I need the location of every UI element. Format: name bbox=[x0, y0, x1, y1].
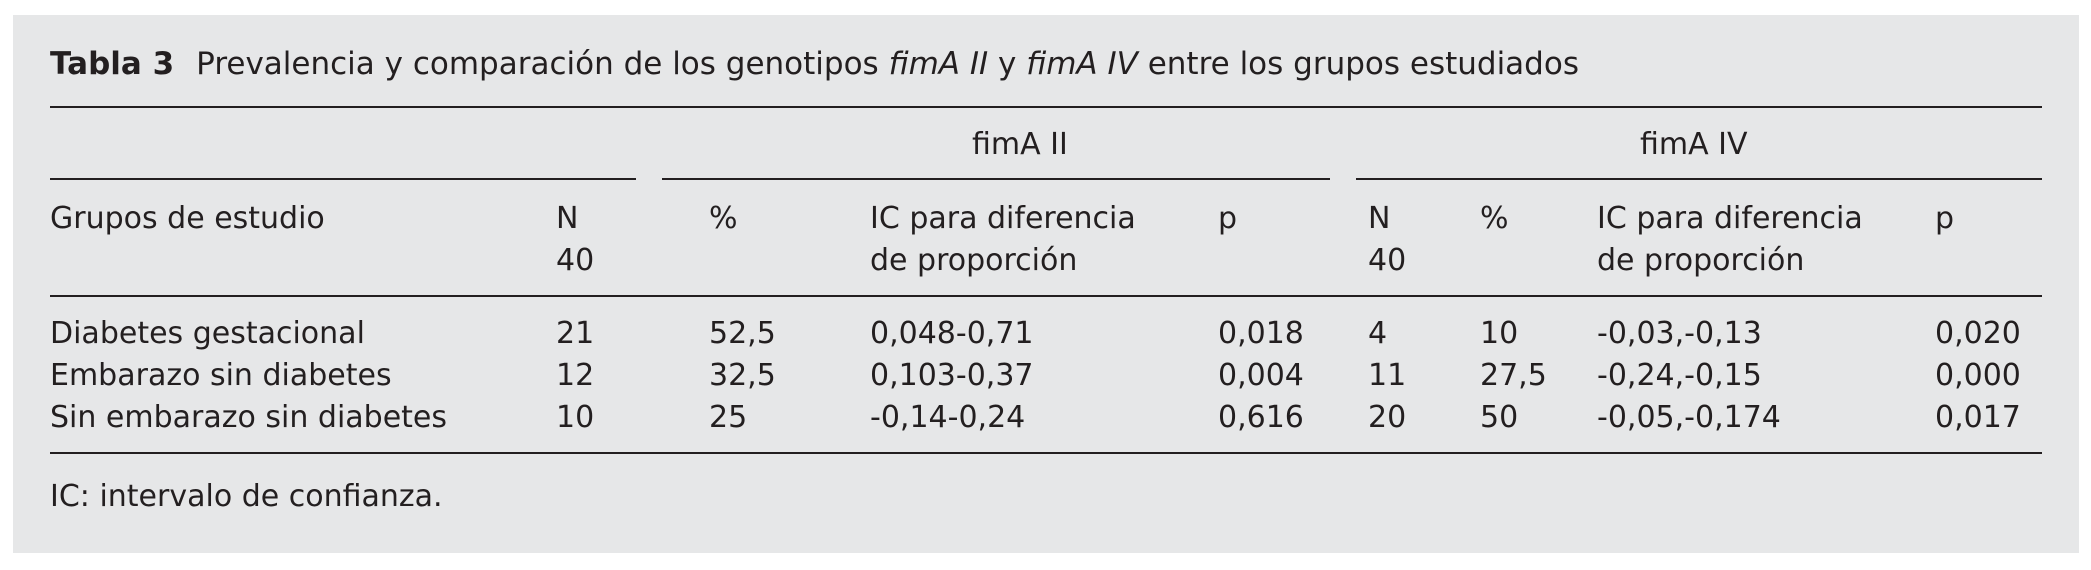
table-cell: 32,5 bbox=[709, 358, 776, 393]
col-header-group: Grupos de estudio bbox=[50, 201, 325, 236]
group-header-fima-iv: fimA IV bbox=[1640, 127, 1748, 162]
table-cell: 0,048-0,71 bbox=[870, 316, 1034, 351]
table-cell: 10 bbox=[556, 400, 595, 435]
table-cell: 52,5 bbox=[709, 316, 776, 351]
table-cell: 20 bbox=[1368, 400, 1407, 435]
table-cell: Embarazo sin diabetes bbox=[50, 358, 392, 393]
table-cell: Sin embarazo sin diabetes bbox=[50, 400, 448, 435]
col-header-ic-line2: de proporción bbox=[870, 243, 1078, 278]
table-cell: Diabetes gestacional bbox=[50, 316, 365, 351]
table-footnote: IC: intervalo de confianza. bbox=[50, 479, 443, 514]
table-cell: 50 bbox=[1480, 400, 1519, 435]
table-cell: 10 bbox=[1480, 316, 1519, 351]
table-cell: -0,14-0,24 bbox=[870, 400, 1026, 435]
table-cell: 0,000 bbox=[1935, 358, 2021, 393]
table-cell: 0,018 bbox=[1218, 316, 1304, 351]
col-header-pct: % bbox=[709, 201, 738, 236]
col-header-n-count: 40 bbox=[556, 243, 595, 278]
caption-part: Prevalencia y comparación de los genotip… bbox=[196, 46, 889, 82]
group-header-fima-ii: fimA II bbox=[972, 127, 1068, 162]
table-cell: 21 bbox=[556, 316, 595, 351]
group-rule-left bbox=[50, 178, 636, 180]
top-rule bbox=[50, 106, 2042, 108]
col-header-p2: p bbox=[1935, 201, 1955, 236]
caption-gene-fima-iv: fimA IV bbox=[1026, 46, 1138, 82]
table-cell: 0,103-0,37 bbox=[870, 358, 1034, 393]
table-cell: 11 bbox=[1368, 358, 1407, 393]
col-header-ic2: IC para diferencia bbox=[1597, 201, 1863, 236]
table-cell: -0,03,-0,13 bbox=[1597, 316, 1762, 351]
table-cell: 25 bbox=[709, 400, 748, 435]
table-cell: -0,24,-0,15 bbox=[1597, 358, 1762, 393]
header-bottom-rule bbox=[50, 295, 2042, 297]
caption-gene-fima-ii: fimA II bbox=[888, 46, 989, 82]
col-header-p: p bbox=[1218, 201, 1238, 236]
col-header-pct2: % bbox=[1480, 201, 1509, 236]
group-rule-fima-iv bbox=[1356, 178, 2042, 180]
table-cell: 0,616 bbox=[1218, 400, 1304, 435]
table-label: Tabla 3 bbox=[50, 46, 175, 82]
table-cell: 4 bbox=[1368, 316, 1388, 351]
caption-part: y bbox=[988, 46, 1027, 82]
table-cell: 0,017 bbox=[1935, 400, 2021, 435]
table-cell: 0,004 bbox=[1218, 358, 1304, 393]
table-cell: -0,05,-0,174 bbox=[1597, 400, 1781, 435]
col-header-n2: N bbox=[1368, 201, 1391, 236]
body-bottom-rule bbox=[50, 452, 2042, 454]
table-cell: 27,5 bbox=[1480, 358, 1547, 393]
col-header-n: N bbox=[556, 201, 579, 236]
table-panel bbox=[13, 15, 2079, 553]
col-header-ic2-line2: de proporción bbox=[1597, 243, 1805, 278]
col-header-n2-count: 40 bbox=[1368, 243, 1407, 278]
col-header-ic: IC para diferencia bbox=[870, 201, 1136, 236]
table-caption: Tabla 3 Prevalencia y comparación de los … bbox=[50, 44, 1579, 84]
caption-part: entre los grupos estudiados bbox=[1137, 46, 1579, 82]
table-cell: 12 bbox=[556, 358, 595, 393]
group-rule-fima-ii bbox=[662, 178, 1330, 180]
table-cell: 0,020 bbox=[1935, 316, 2021, 351]
